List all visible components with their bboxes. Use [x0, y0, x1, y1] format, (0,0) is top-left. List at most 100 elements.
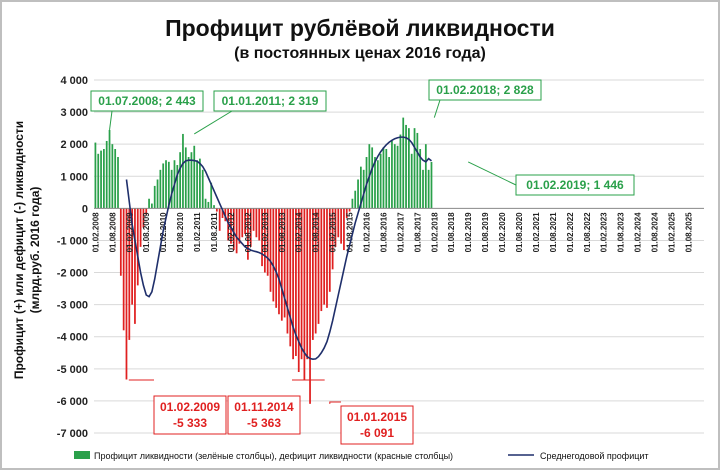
x-tick-label: 01.02.2011 [193, 212, 202, 252]
y-tick-label: -1 000 [57, 235, 88, 247]
bar-deficit [287, 208, 289, 333]
x-tick-label: 01.02.2024 [634, 212, 643, 253]
legend-label-line: Среднегодовой профицит [540, 451, 649, 461]
x-tick-label: 01.02.2013 [261, 212, 270, 253]
bar-surplus [109, 130, 111, 208]
bar-deficit [270, 208, 272, 291]
bar-deficit [340, 208, 342, 243]
annotation-date: 01.02.2009 [160, 400, 220, 414]
bar-surplus [188, 157, 190, 208]
y-tick-label: -7 000 [57, 428, 88, 440]
y-tick-label: -4 000 [57, 332, 88, 344]
grid-lines [94, 80, 704, 433]
x-tick-label: 01.08.2008 [108, 212, 117, 253]
x-tick-label: 01.02.2016 [363, 212, 372, 253]
bar-deficit [326, 208, 328, 307]
x-tick-label: 01.02.2015 [329, 212, 338, 253]
annotation-leader [194, 111, 232, 134]
annotation-leader [330, 402, 341, 404]
y-tick-label: 0 [82, 203, 88, 215]
bar-surplus [117, 157, 119, 208]
bar-surplus [428, 170, 430, 209]
legend: Профицит ликвидности (зелёные столбцы), … [74, 451, 649, 461]
annotation-max-2008: 01.07.2008; 2 443 [91, 91, 203, 130]
bar-deficit [236, 208, 238, 253]
bar-deficit [120, 208, 122, 275]
bar-surplus [182, 134, 184, 208]
bar-deficit [241, 208, 243, 237]
bar-surplus [388, 157, 390, 208]
annotation-label: 01.01.2011; 2 319 [222, 94, 319, 108]
bar-deficit [292, 208, 294, 359]
x-tick-label: 01.08.2025 [684, 212, 693, 253]
y-axis-label-line2: (млрд.руб. 2016 года) [28, 187, 42, 314]
bar-surplus [162, 163, 164, 208]
annotation-leader [468, 162, 516, 185]
x-tick-label: 01.08.2009 [142, 212, 151, 253]
bar-deficit [343, 208, 345, 250]
bar-surplus [352, 199, 354, 209]
x-tick-label: 01.08.2010 [176, 212, 185, 253]
annotation-value: -6 091 [360, 426, 394, 440]
bar-surplus [114, 149, 116, 208]
x-tick-label: 01.08.2017 [413, 212, 422, 253]
bar-surplus [397, 146, 399, 209]
bar-surplus [380, 154, 382, 209]
chart-title: Профицит рублёвой ликвидности [165, 15, 555, 41]
x-tick-label: 01.08.2024 [651, 212, 660, 253]
bar-deficit [258, 208, 260, 240]
bar-surplus [357, 179, 359, 208]
bar-deficit [275, 208, 277, 307]
bar-deficit [306, 208, 308, 359]
bar-deficit [253, 208, 255, 230]
annotation-leader [110, 111, 112, 130]
bar-surplus [414, 128, 416, 208]
y-axis-label-line1: Профицит (+) или дефицит (-) ликвидности [12, 121, 26, 379]
bar-deficit [337, 208, 339, 237]
bar-surplus [103, 149, 105, 208]
bar-deficit [239, 208, 241, 243]
x-tick-label: 01.08.2016 [379, 212, 388, 253]
x-tick-label: 01.02.2014 [295, 212, 304, 253]
bar-surplus [196, 160, 198, 208]
x-tick-label: 01.08.2019 [481, 212, 490, 253]
y-tick-label: 1 000 [60, 171, 88, 183]
x-tick-label: 01.02.2021 [532, 212, 541, 253]
x-tick-label: 01.08.2013 [278, 212, 287, 253]
x-tick-label: 01.08.2022 [583, 212, 592, 253]
bar-surplus [377, 160, 379, 208]
y-tick-label: 2 000 [60, 139, 88, 151]
bar-surplus [95, 143, 97, 209]
annotation-label: 01.02.2018; 2 828 [436, 83, 534, 97]
bar-surplus [199, 159, 201, 209]
bar-deficit [137, 208, 139, 285]
bar-surplus [193, 146, 195, 209]
annotation-value: -5 363 [247, 416, 281, 430]
x-tick-label: 01.02.2020 [498, 212, 507, 253]
bar-deficit [320, 208, 322, 311]
annotation-min-2015: 01.01.2015-6 091 [330, 402, 413, 444]
x-tick-label: 01.02.2012 [227, 212, 236, 253]
chart-subtitle: (в постоянных ценах 2016 года) [234, 45, 486, 62]
bar-deficit [134, 208, 136, 324]
x-tick-label: 01.02.2025 [668, 212, 677, 253]
bar-surplus [159, 170, 161, 209]
y-tick-label: -3 000 [57, 300, 88, 312]
bar-surplus [205, 199, 207, 209]
x-tick-label: 01.08.2020 [515, 212, 524, 253]
bar-surplus [157, 179, 159, 208]
annotation-label: 01.07.2008; 2 443 [98, 94, 196, 108]
bar-deficit [219, 208, 221, 230]
annotation-last-2019: 01.02.2019; 1 446 [468, 162, 634, 195]
bar-surplus [383, 147, 385, 208]
x-tick-label: 01.08.2018 [447, 212, 456, 253]
bar-surplus [179, 152, 181, 208]
x-tick-label: 01.08.2014 [312, 212, 321, 253]
bar-surplus [106, 141, 108, 208]
legend-swatch-bars [74, 451, 90, 459]
bar-surplus [394, 144, 396, 208]
y-tick-label: 3 000 [60, 107, 88, 119]
